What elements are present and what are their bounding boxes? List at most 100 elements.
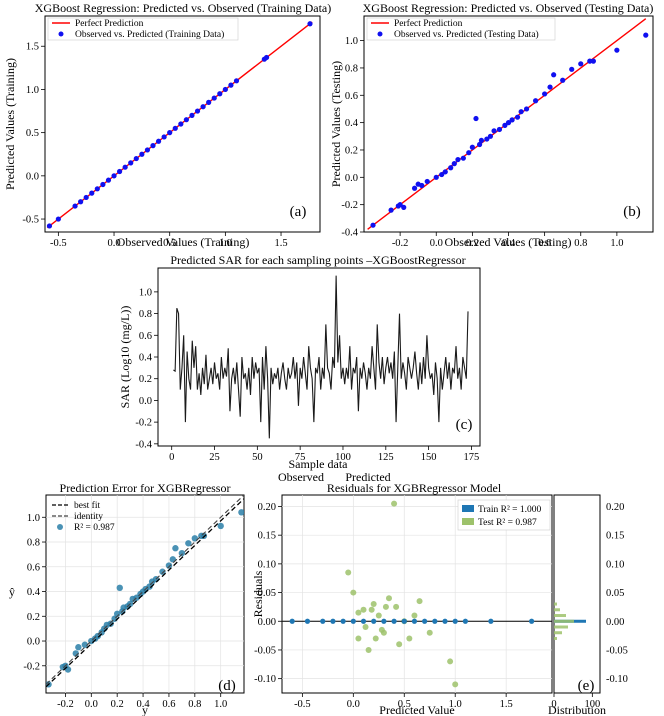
panel-d-point (75, 644, 82, 651)
panel-b-point (370, 222, 376, 228)
panel-c-xtick-label: 75 (295, 452, 306, 463)
panel-c-xtick-label: 175 (464, 452, 480, 463)
panel-a-point (217, 91, 223, 97)
panel-c-xlabel: Sample data (289, 457, 349, 471)
panel-a-point (100, 181, 106, 188)
panel-c-title: Predicted SAR for each sampling points –… (170, 253, 465, 267)
panel-e-train-point (330, 618, 336, 624)
panel-e-title: Residuals for XGBRegressor Model (327, 481, 502, 495)
panel-d-legend-point-swatch (57, 524, 63, 530)
panel-e-test-point (355, 635, 362, 642)
panel-a-point (222, 86, 228, 93)
panel-e-train-point (371, 618, 377, 624)
panel-d-xlabel: y (142, 703, 148, 716)
panel-e-ytick-label: 0.05 (258, 588, 276, 599)
panel-b-title: XGBoost Regression: Predicted vs. Observ… (363, 1, 654, 15)
panel-b-point (491, 128, 497, 134)
panel-e-xlabel: Predicted Value (379, 703, 454, 716)
panel-b-ytick-label: 1.0 (345, 36, 358, 47)
panel-b-xtick-label: 0.6 (538, 238, 551, 249)
panel-a-point (183, 117, 189, 123)
panel-b-ytick-label: -0.4 (341, 228, 358, 239)
panel-d-point (107, 620, 114, 627)
panel-b-point (496, 126, 503, 133)
panel-d-point (172, 545, 179, 552)
panel-e-train-point (529, 618, 535, 624)
panel-e-test-point (447, 658, 454, 665)
panel-a-point (211, 95, 217, 101)
panel-e-distribution-tick-label: 0 (551, 699, 556, 710)
panel-b-point (643, 32, 649, 38)
panel-b-point (509, 117, 515, 123)
panel-b-ytick-label: 0.8 (345, 63, 358, 74)
panel-b-point (551, 72, 557, 78)
panel-e: Residuals for XGBRegressor Model -0.5 0.0… (251, 481, 628, 716)
panel-e-label: (e) (578, 678, 595, 694)
panel-a-xlabel: Observed Values (Training) (117, 235, 250, 249)
panel-b-point (469, 144, 475, 150)
panel-b-xtick-label: 0.2 (466, 238, 479, 249)
panel-e-legend-test: Test R² = 0.987 (478, 518, 537, 528)
panel-c-ylabel: SAR (Log10 (mg/L)) (118, 306, 132, 409)
panel-b-point (590, 58, 596, 64)
panel-a-point (83, 194, 89, 201)
panel-b-point (439, 171, 445, 178)
panel-b-point (542, 91, 548, 97)
panel-a-point (194, 108, 201, 114)
panel-c: Predicted SAR for each sampling points –… (118, 253, 481, 471)
panel-c-ytick-label: -0.4 (135, 439, 152, 450)
panel-e-legend: Train R² = 1.000 Test R² = 0.987 (457, 499, 551, 531)
panel-e-distribution-tick-label: 100 (584, 699, 600, 710)
panel-a-point (206, 99, 212, 105)
panel-d-xtick-label: -0.2 (57, 699, 74, 710)
panel-e-test-point (391, 500, 398, 507)
panel-b-point (442, 169, 448, 175)
panel-c-ytick-label: 0.4 (139, 353, 153, 364)
panel-a-point (189, 112, 195, 118)
panel-e-train-point (442, 618, 448, 624)
panel-e-train-point (304, 618, 311, 624)
panel-d-identity-line (46, 495, 244, 685)
panel-e-train-point (289, 618, 295, 624)
panel-a-point (178, 121, 184, 127)
panel-e-ytick-label-right: 0.20 (606, 502, 624, 513)
panel-b-xlabel: Observed Values (Testing) (445, 235, 572, 249)
panel-e-test-point (355, 609, 362, 616)
panel-e-distribution-test-bar (554, 602, 557, 606)
panel-d-legend-bestfit: best fit (74, 500, 100, 511)
panel-b-ytick-label: 0.4 (345, 118, 359, 129)
panel-a-xtick-label: 0.5 (163, 238, 176, 249)
panel-a-point (161, 134, 167, 140)
panel-e-legend-train-swatch (462, 505, 474, 512)
panel-a-point (46, 223, 53, 229)
panel-e-distribution-test-bar (554, 636, 557, 640)
panel-a-frame (44, 15, 321, 233)
panel-d-xtick-label: 0.4 (136, 699, 150, 710)
panel-b-point (478, 137, 485, 144)
panel-a-label: (a) (290, 204, 307, 220)
panel-b-legend-box (366, 17, 556, 41)
panel-b-ytick-label: 0.0 (345, 173, 358, 184)
panel-e-ytick-label-right: -0.10 (606, 674, 628, 685)
panel-d-ytick-label: 0.6 (27, 562, 40, 573)
panel-b-point (484, 136, 490, 142)
panel-d-frame (45, 494, 245, 694)
panel-e-test-point (411, 612, 418, 619)
panel-b-point (477, 141, 483, 148)
panel-a-point (94, 186, 100, 192)
panel-b-ylabel: Predicted Values (Testing) (329, 61, 343, 187)
panel-d-xtick-label: 0.8 (188, 699, 201, 710)
panel-e-ytick-label-right: -0.05 (606, 645, 628, 656)
panel-e-ytick-label: 0.00 (258, 617, 276, 628)
panel-a-point (111, 173, 117, 179)
panel-c-series-line (173, 275, 469, 439)
panel-a-point (307, 21, 313, 27)
panel-a-ytick-label: 1.5 (26, 42, 39, 53)
panel-e-xtick-label: 0.0 (347, 699, 360, 710)
panel-e-frame (281, 494, 553, 694)
panel-d-point (146, 583, 153, 590)
panel-a-point (167, 130, 173, 136)
panel-e-ytick-label: -0.10 (254, 674, 276, 685)
panel-a-legend-box (47, 17, 239, 41)
